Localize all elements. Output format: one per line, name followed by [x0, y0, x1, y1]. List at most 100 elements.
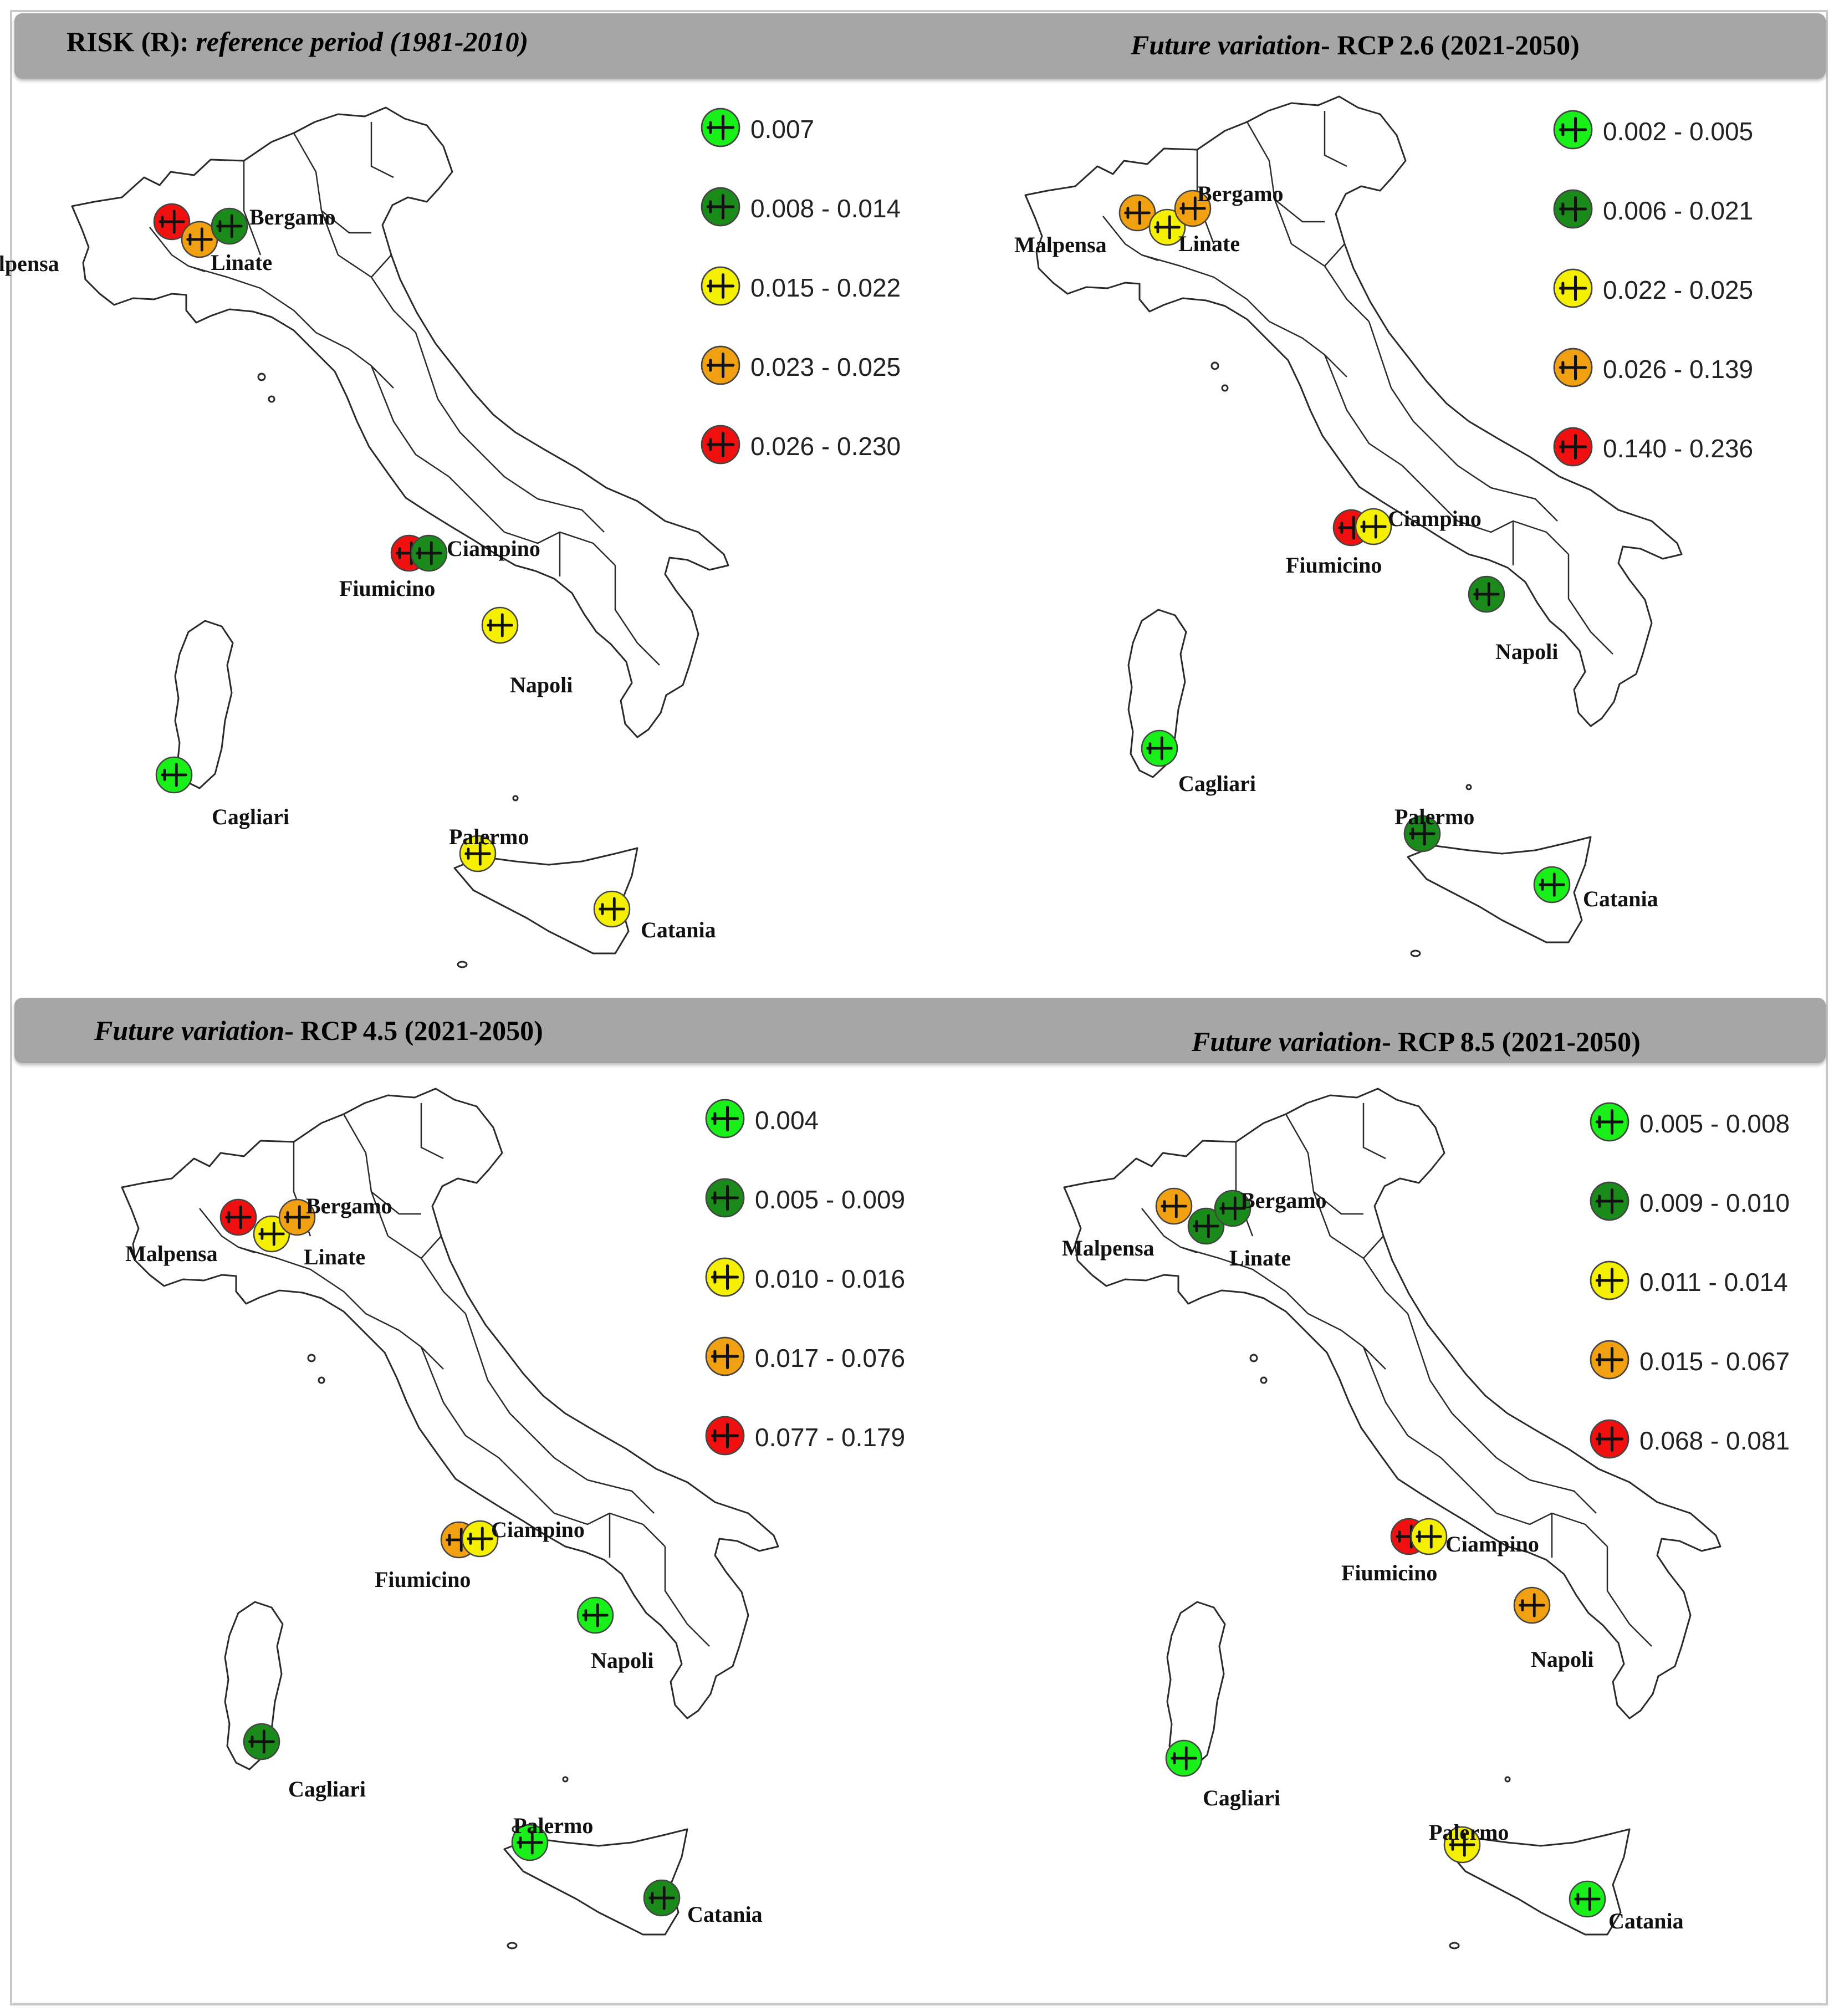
legend-swatch-2	[1553, 189, 1593, 229]
legend-swatch-5	[1553, 427, 1593, 467]
region-borders	[1102, 111, 1613, 655]
airport-marker-palermo	[1403, 815, 1441, 853]
airport-marker-cagliari	[155, 756, 193, 794]
legend-label: 0.005 - 0.009	[755, 1185, 906, 1214]
airport-marker-napoli	[576, 1596, 614, 1634]
sicily	[1407, 836, 1592, 943]
italy-mainland	[1063, 1088, 1721, 1719]
airport-label-palermo: Palermo	[1429, 1820, 1509, 1845]
airport-label-ciampino: Ciampino	[1388, 506, 1482, 531]
legend-plane-icon	[1590, 1419, 1629, 1459]
airport-label-malpensa: Malpensa	[1062, 1236, 1155, 1260]
airport-label-linate: Linate	[304, 1244, 366, 1269]
italy-mainland	[71, 106, 729, 738]
airport-label-catania: Catania	[1608, 1908, 1684, 1933]
airport-marker-catania	[593, 890, 631, 928]
airport-label-malpensa: Malpensa	[0, 251, 59, 276]
legend-label: 0.068 - 0.081	[1639, 1426, 1790, 1455]
airport-label-catania: Catania	[1583, 886, 1658, 911]
airport-label-palermo: Palermo	[513, 1813, 594, 1838]
airport-label-ciampino: Ciampino	[447, 536, 540, 561]
legend-swatch-2	[705, 1178, 745, 1218]
legend-label: 0.023 - 0.025	[750, 353, 901, 381]
title-italic: Future variation	[1131, 29, 1321, 60]
airport-label-bergamo: Bergamo	[249, 205, 336, 229]
legend-swatch-1	[1553, 110, 1593, 150]
panel-title-rcp26: Future variation- RCP 2.6 (2021-2050)	[1131, 29, 1580, 61]
airport-marker-napoli	[1513, 1586, 1551, 1624]
airport-label-linate: Linate	[1178, 231, 1240, 256]
airport-label-linate: Linate	[1229, 1246, 1291, 1270]
legend-label: 0.009 - 0.010	[1639, 1188, 1790, 1217]
legend-plane-icon	[1553, 189, 1593, 229]
airport-marker-napoli	[1468, 575, 1505, 613]
legend-label: 0.006 - 0.021	[1603, 196, 1754, 225]
airport-marker-cagliari	[1165, 1739, 1203, 1777]
legend-plane-icon	[1553, 268, 1593, 308]
airport-label-catania: Catania	[687, 1902, 763, 1927]
legend-plane-icon	[701, 345, 740, 385]
airport-marker-palermo	[1443, 1826, 1481, 1864]
legend-plane-icon	[705, 1257, 745, 1297]
legend-swatch-1	[701, 108, 740, 147]
airport-label-bergamo: Bergamo	[306, 1193, 392, 1218]
airport-label-bergamo: Bergamo	[1197, 181, 1284, 206]
legend-label: 0.140 - 0.236	[1603, 434, 1754, 463]
airport-marker-linate	[1187, 1207, 1225, 1245]
legend-swatch-5	[705, 1416, 745, 1456]
legend-label: 0.022 - 0.025	[1603, 275, 1754, 304]
airport-label-palermo: Palermo	[449, 824, 529, 849]
airport-label-ciampino: Ciampino	[1445, 1532, 1539, 1556]
italy-mainland	[121, 1088, 779, 1719]
italy-map	[121, 1088, 779, 1949]
map-panel-rcp85: Malpensa Linate Bergamo Fiumicino Ciampino Na…	[1053, 1070, 1829, 1968]
legend-swatch-5	[701, 425, 740, 465]
legend-swatch-3	[1590, 1260, 1629, 1300]
airport-marker-linate	[1148, 208, 1186, 246]
airport-marker-bergamo	[1174, 190, 1212, 227]
airport-marker-cagliari	[1141, 729, 1178, 767]
airport-label-fiumicino: Fiumicino	[339, 576, 436, 601]
airport-label-linate: Linate	[211, 250, 273, 275]
airport-marker-ciampino	[1355, 508, 1392, 545]
legend-swatch-5	[1590, 1419, 1629, 1459]
map-panel-rcp26: Malpensa Linate Bergamo Fiumicino Ciampino Na…	[1014, 78, 1790, 976]
legend-swatch-3	[701, 266, 740, 306]
legend-label: 0.010 - 0.016	[755, 1264, 906, 1293]
airport-label-fiumicino: Fiumicino	[375, 1567, 471, 1592]
legend-plane-icon	[705, 1178, 745, 1218]
legend-label: 0.015 - 0.022	[750, 273, 901, 302]
region-borders	[1141, 1103, 1652, 1647]
legend-plane-icon	[705, 1416, 745, 1456]
airport-label-fiumicino: Fiumicino	[1286, 553, 1382, 578]
title-italic: Future variation	[1192, 1026, 1382, 1057]
legend-plane-icon	[1553, 348, 1593, 387]
header-band-bottom	[14, 998, 1826, 1063]
italy-map	[1063, 1088, 1721, 1949]
airport-marker-palermo	[511, 1824, 549, 1861]
airport-marker-ciampino	[1410, 1518, 1448, 1555]
legend-plane-icon	[705, 1336, 745, 1376]
airport-marker-malpensa	[1155, 1187, 1193, 1225]
legend-label: 0.015 - 0.067	[1639, 1347, 1790, 1376]
airport-label-cagliari: Cagliari	[1203, 1785, 1280, 1810]
legend-plane-icon	[705, 1099, 745, 1139]
airport-label-napoli: Napoli	[1531, 1647, 1594, 1672]
airport-marker-catania	[1569, 1880, 1606, 1918]
legend-plane-icon	[1553, 427, 1593, 467]
legend-plane-icon	[701, 425, 740, 465]
title-italic: Future variation	[94, 1015, 285, 1046]
sardinia	[174, 620, 234, 789]
legend-label: 0.004	[755, 1106, 819, 1135]
legend-plane-icon	[1590, 1181, 1629, 1221]
airport-marker-malpensa	[219, 1198, 257, 1236]
region-borders	[149, 122, 660, 666]
map-panel-rcp45: Malpensa Linate Bergamo Fiumicino Ciampino Na…	[111, 1070, 905, 1968]
legend-label: 0.008 - 0.014	[750, 194, 901, 223]
airport-label-bergamo: Bergamo	[1240, 1188, 1327, 1213]
airport-label-napoli: Napoli	[591, 1648, 654, 1673]
legend-swatch-2	[1590, 1181, 1629, 1221]
legend-plane-icon	[701, 108, 740, 147]
legend-swatch-3	[1553, 268, 1593, 308]
airport-marker-cagliari	[243, 1723, 280, 1760]
